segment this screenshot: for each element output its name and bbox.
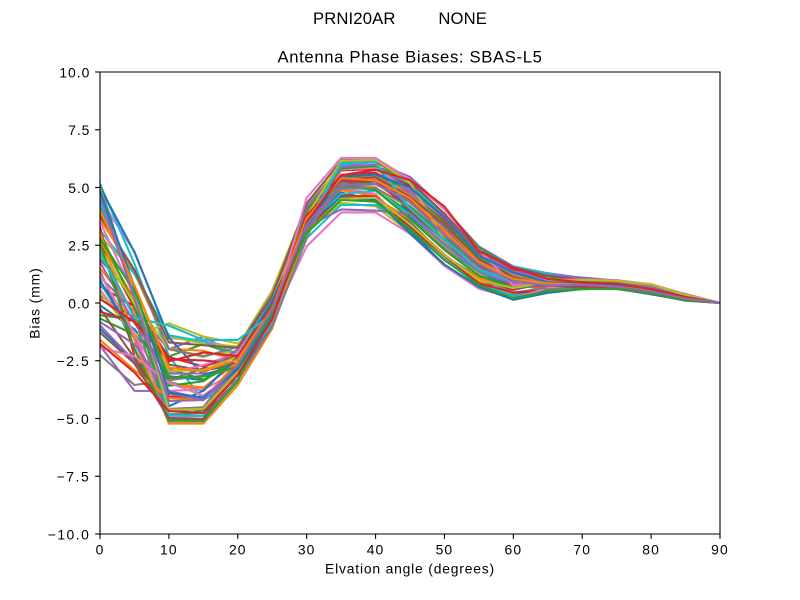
svg-text:Antenna Phase Biases: SBAS-L5: Antenna Phase Biases: SBAS-L5 [277, 47, 542, 66]
svg-text:30: 30 [298, 541, 316, 557]
svg-text:10: 10 [160, 541, 178, 557]
svg-text:0.0: 0.0 [68, 295, 90, 311]
svg-text:80: 80 [642, 541, 660, 557]
svg-text:50: 50 [436, 541, 454, 557]
svg-text:5.0: 5.0 [68, 180, 90, 196]
svg-text:60: 60 [504, 541, 522, 557]
svg-text:20: 20 [229, 541, 247, 557]
svg-text:7.5: 7.5 [68, 122, 90, 138]
svg-text:10.0: 10.0 [59, 64, 90, 80]
svg-text:PRNI20AR NONE: PRNI20AR NONE [313, 9, 487, 28]
svg-text:70: 70 [573, 541, 591, 557]
svg-text:−7.5: −7.5 [57, 469, 91, 485]
svg-text:2.5: 2.5 [68, 238, 90, 254]
svg-text:−5.0: −5.0 [57, 411, 91, 427]
svg-text:90: 90 [711, 541, 729, 557]
svg-text:0: 0 [96, 541, 105, 557]
svg-text:Elvation angle (degrees): Elvation angle (degrees) [325, 560, 495, 576]
svg-text:Bias (mm): Bias (mm) [26, 267, 42, 338]
svg-text:−2.5: −2.5 [57, 353, 91, 369]
svg-text:40: 40 [367, 541, 385, 557]
svg-text:−10.0: −10.0 [48, 526, 91, 542]
